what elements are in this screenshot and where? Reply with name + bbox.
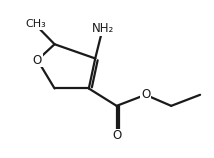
Text: CH₃: CH₃: [25, 19, 46, 30]
Text: O: O: [112, 129, 121, 142]
Text: O: O: [141, 88, 150, 101]
Text: NH₂: NH₂: [92, 22, 114, 35]
Text: O: O: [33, 54, 42, 67]
